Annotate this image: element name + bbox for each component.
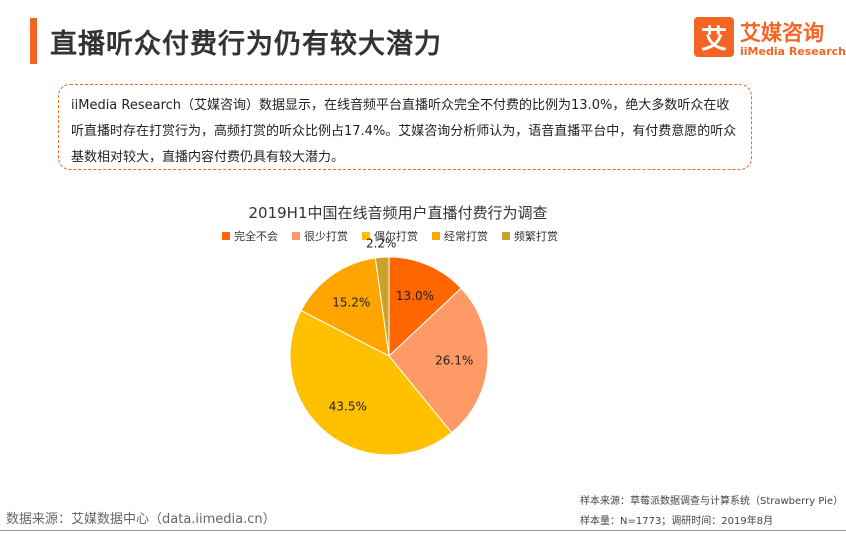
legend-swatch <box>502 232 510 240</box>
slice-label: 43.5% <box>329 400 367 414</box>
legend-item: 偶尔打赏 <box>362 228 418 244</box>
legend-swatch <box>222 232 230 240</box>
sample-source: 样本来源：草莓派数据调查与计算系统（Strawberry Pie） <box>580 496 844 507</box>
slice-label: 2.2% <box>366 236 397 250</box>
pie-slice <box>388 256 462 358</box>
logo-english-name: iiMedia Research <box>740 45 846 58</box>
slice-label: 26.1% <box>435 353 473 367</box>
pie-slice <box>388 287 489 434</box>
data-source: 数据来源：艾媒数据中心（data.iimedia.cn） <box>6 512 276 527</box>
sample-note: 样本来源：草莓派数据调查与计算系统（Strawberry Pie） 样本量：N=… <box>580 492 843 532</box>
chart-title: 2019H1中国在线音频用户直播付费行为调查 <box>248 204 548 222</box>
legend-label: 偶尔打赏 <box>374 230 418 243</box>
chart-legend: 完全不会 很少打赏 偶尔打赏 经常打赏 频繁打赏 <box>222 228 558 244</box>
legend-item: 完全不会 <box>222 228 278 244</box>
sample-size: 样本量：N=1773；调研时间：2019年8月 <box>580 516 774 527</box>
legend-item: 经常打赏 <box>432 228 488 244</box>
pie-slice <box>374 256 390 357</box>
logo-icon: 艾 <box>694 17 734 57</box>
bottom-divider <box>0 530 846 531</box>
legend-item: 频繁打赏 <box>502 228 558 244</box>
title-accent-bar <box>30 18 37 64</box>
page-title: 直播听众付费行为仍有较大潜力 <box>50 29 442 60</box>
pie-slice <box>300 257 390 357</box>
slice-label: 15.2% <box>332 296 370 310</box>
legend-swatch <box>432 232 440 240</box>
summary-text: iiMedia Research（艾媒咨询）数据显示，在线音频平台直播听众完全不… <box>71 98 737 165</box>
legend-item: 很少打赏 <box>292 228 348 244</box>
logo-chinese-name: 艾媒咨询 <box>740 21 824 45</box>
slice-label: 13.0% <box>396 289 434 303</box>
legend-label: 完全不会 <box>234 230 278 243</box>
legend-label: 很少打赏 <box>304 230 348 243</box>
legend-swatch <box>292 232 300 240</box>
legend-label: 频繁打赏 <box>514 230 558 243</box>
pie-slice <box>289 309 453 456</box>
summary-box: iiMedia Research（艾媒咨询）数据显示，在线音频平台直播听众完全不… <box>58 84 752 170</box>
legend-swatch <box>362 232 370 240</box>
legend-label: 经常打赏 <box>444 230 488 243</box>
brand-logo: 艾 艾媒咨询 iiMedia Research <box>694 17 846 63</box>
